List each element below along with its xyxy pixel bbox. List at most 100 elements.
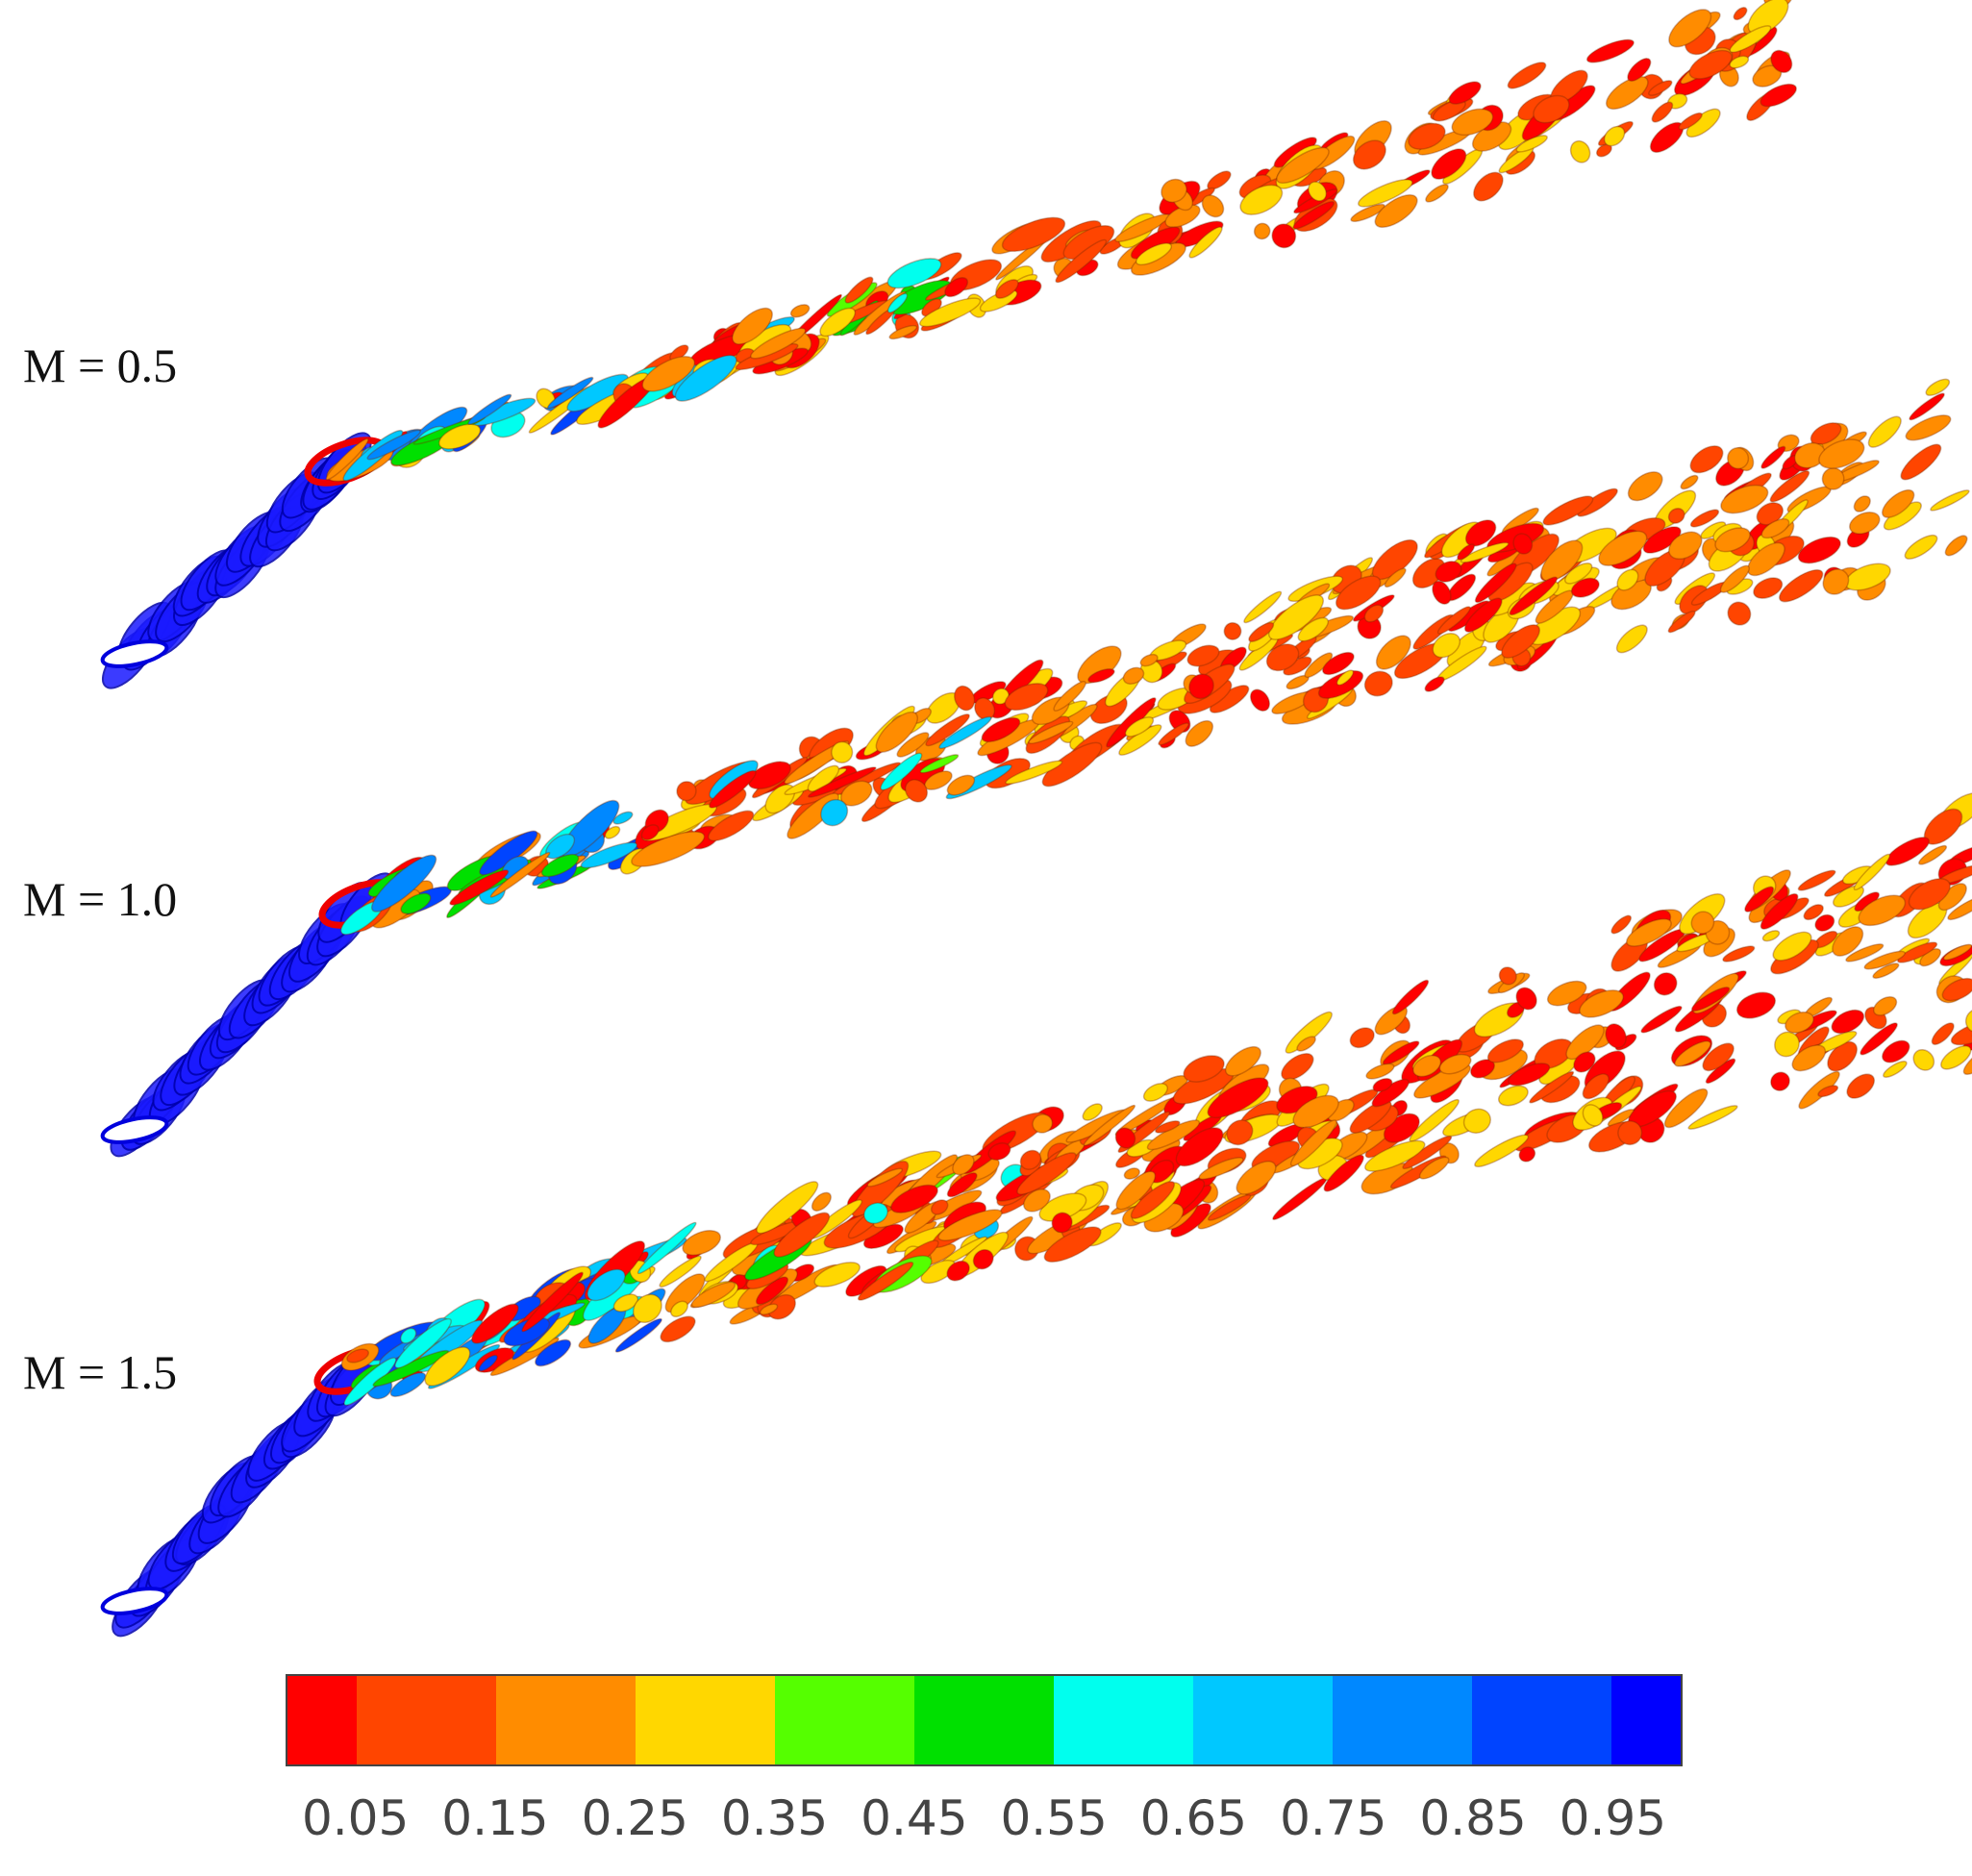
vortex-blob <box>1363 670 1393 697</box>
vortex-blob <box>1001 216 1066 252</box>
vortex-blob <box>1617 1120 1643 1146</box>
vortex-blob <box>1308 181 1328 202</box>
vortex-blob <box>1853 495 1871 513</box>
colorbar-tick-label: 0.85 <box>1419 1790 1527 1846</box>
vortex-blob <box>1201 194 1225 218</box>
vortex-blob <box>1028 720 1074 744</box>
vortex-blob <box>807 766 877 798</box>
vortex-blob <box>1185 719 1214 747</box>
vortex-blob <box>1564 563 1593 585</box>
vortex-blob <box>1827 1040 1858 1072</box>
vortex-blob <box>1938 951 1972 986</box>
vortex-blob <box>1689 509 1720 528</box>
vortex-blob <box>1822 568 1850 595</box>
vortex-blob <box>1350 203 1385 222</box>
vortex-blob <box>1158 722 1189 746</box>
vortex-blob <box>732 307 773 345</box>
vortex-blob <box>1372 1077 1393 1092</box>
vortex-blob <box>1729 25 1772 54</box>
vortex-blob <box>424 1346 471 1387</box>
vortex-blob <box>1576 488 1618 517</box>
colorbar <box>286 1674 1683 1766</box>
vortex-blob <box>1872 995 1898 1016</box>
vortex-blob <box>1769 470 1810 503</box>
vortex-blob <box>587 1268 626 1302</box>
vortex-blob <box>1375 635 1411 670</box>
colorbar-segment <box>1332 1676 1472 1764</box>
vortex-blob <box>1285 1011 1333 1054</box>
colorbar-tick-label: 0.55 <box>1000 1790 1108 1846</box>
vortex-blob <box>1501 624 1540 659</box>
vortex-blob <box>1226 1119 1254 1146</box>
vortex-blob <box>1585 38 1635 63</box>
vortex-blob <box>1667 610 1696 634</box>
vortex-blob <box>890 1184 938 1213</box>
vortex-blob <box>1424 676 1445 692</box>
vortex-blob <box>449 869 510 906</box>
vortex-blob <box>937 1209 1003 1241</box>
vortex-blob <box>1391 979 1430 1015</box>
vortex-blob <box>1831 1009 1865 1035</box>
vortex-blob <box>1729 55 1750 69</box>
colorbar-segment <box>1192 1676 1333 1764</box>
vortex-blob <box>1335 575 1382 611</box>
vortex-blob <box>389 1371 427 1398</box>
vortex-blob <box>819 307 856 338</box>
vortex-blob <box>750 327 807 360</box>
vortex-blob <box>1155 1120 1181 1134</box>
vortex-blob <box>1425 184 1449 203</box>
vortex-blob <box>952 1154 975 1176</box>
colorbar-segment <box>914 1676 1054 1764</box>
vortex-blob <box>1207 170 1232 190</box>
vortex-blob <box>1463 597 1503 633</box>
vortex-blob <box>1142 1083 1168 1102</box>
vortex-blob <box>1719 564 1751 593</box>
vortex-blob <box>1412 1054 1442 1078</box>
vortex-blob <box>1464 519 1497 547</box>
case-label-m05: M = 0.5 <box>23 338 178 392</box>
vortex-blob <box>1053 680 1086 712</box>
vortex-blob <box>1941 977 1972 1002</box>
vortex-blob <box>1542 495 1594 526</box>
vortex-blob <box>1432 99 1466 122</box>
vortex-blob <box>1872 963 1900 979</box>
colorbar-segment <box>357 1676 497 1764</box>
vortex-blob <box>1384 567 1407 588</box>
vortex-blob <box>1605 1023 1627 1049</box>
vortex-blob <box>1818 438 1865 469</box>
vortex-blob <box>1918 844 1948 865</box>
vortex-blob <box>1364 1139 1426 1172</box>
vortex-blob <box>1793 442 1826 469</box>
vortex-blob <box>1130 1181 1176 1219</box>
vortex-blob <box>1409 1098 1460 1142</box>
vortex-blob <box>1474 1134 1530 1168</box>
colorbar-tick-label: 0.45 <box>861 1790 968 1846</box>
vortex-blob <box>886 292 909 313</box>
vortex-blob <box>1515 987 1537 1011</box>
vortex-blob <box>325 438 369 481</box>
vortex-blob <box>346 1348 370 1363</box>
vortex-blob <box>1004 683 1049 712</box>
vortex-blob <box>1680 474 1699 490</box>
vortex-blob <box>1019 1149 1042 1170</box>
vortex-blob <box>1569 139 1591 163</box>
vortex-blob <box>637 1221 697 1275</box>
vortex-blob <box>631 831 706 867</box>
colorbar-tick-labels: 0.05 0.15 0.25 0.35 0.45 0.55 0.65 0.75 0.85 0.95 <box>286 1794 1683 1852</box>
vortex-blob <box>478 1354 498 1372</box>
vortex-blob <box>1896 941 1938 963</box>
vortex-blob <box>676 781 697 802</box>
vortex-blob <box>904 779 929 803</box>
colorbar-segment <box>287 1676 358 1764</box>
vortex-blob <box>1418 1156 1450 1180</box>
vortex-blob <box>1188 673 1214 700</box>
vortex-blob <box>641 355 696 392</box>
vortex-blob <box>1912 1049 1935 1071</box>
vortex-blob <box>1797 869 1836 891</box>
vortex-blob <box>1753 577 1784 599</box>
vortex-blob <box>1382 1040 1420 1065</box>
vortex-blob <box>1733 7 1748 21</box>
vortex-blob <box>981 716 1021 743</box>
vortex-blob <box>1236 1161 1277 1195</box>
vortex-blob <box>813 1262 861 1288</box>
